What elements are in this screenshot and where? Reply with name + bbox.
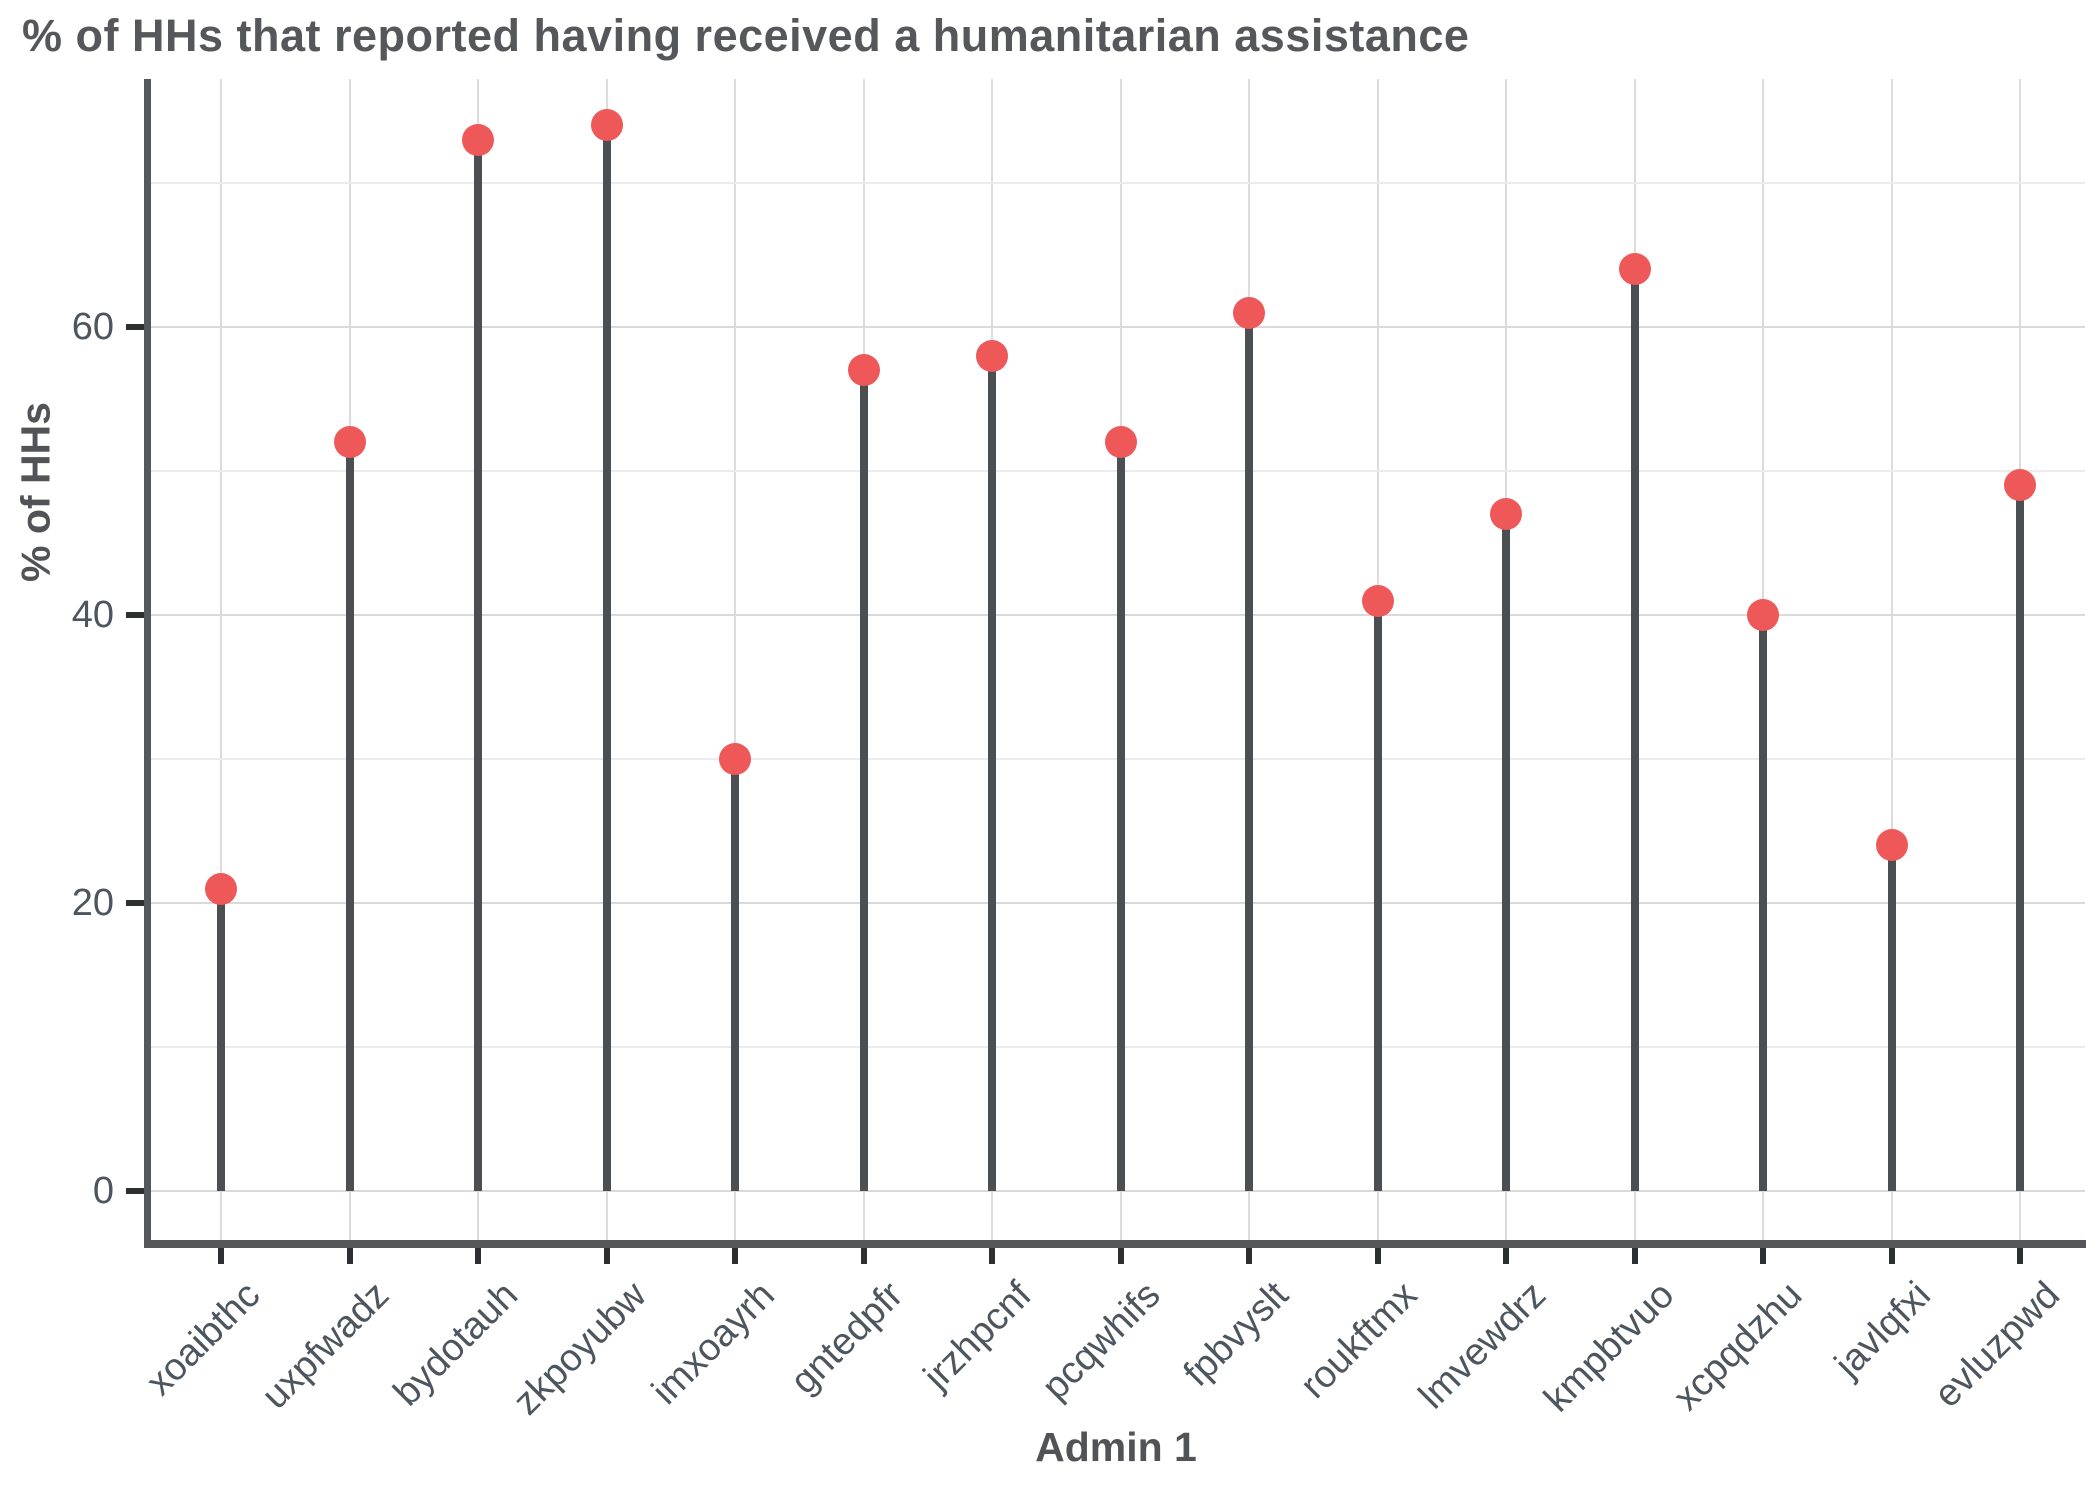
- lollipop-stem: [988, 355, 996, 1191]
- x-tick-label: zkpoyubw: [505, 1274, 655, 1424]
- chart-title: % of HHs that reported having received a…: [22, 10, 1470, 61]
- x-axis-line: [144, 1240, 2086, 1248]
- lollipop-stem: [217, 888, 225, 1191]
- lollipop-point: [1875, 829, 1908, 862]
- x-tick: [1503, 1248, 1509, 1264]
- y-tick-label: 0: [92, 1170, 114, 1212]
- x-tick: [1760, 1248, 1766, 1264]
- lollipop-point: [590, 109, 623, 142]
- x-tick: [1117, 1248, 1124, 1264]
- y-axis-title: % of HHs: [12, 402, 59, 582]
- lollipop-point: [462, 123, 494, 156]
- x-tick-label: roukftmx: [1292, 1274, 1426, 1407]
- lollipop-point: [1233, 296, 1265, 329]
- x-tick: [2017, 1248, 2023, 1264]
- y-tick: [126, 612, 144, 618]
- lollipop-stem: [474, 139, 482, 1191]
- grid-minor-line: [144, 1046, 2085, 1048]
- lollipop-point: [2004, 469, 2036, 502]
- lollipop-stem: [1116, 442, 1125, 1191]
- plot-area: [144, 79, 2085, 1247]
- x-tick-label: xcpqdzhu: [1665, 1274, 1811, 1419]
- y-tick: [126, 900, 144, 906]
- lollipop-point: [1104, 426, 1137, 459]
- grid-minor-line: [144, 182, 2085, 184]
- x-tick: [218, 1248, 224, 1264]
- y-tick-label: 40: [71, 594, 114, 636]
- x-tick-label: evluzpwd: [1925, 1274, 2068, 1416]
- lollipop-stem: [1887, 845, 1896, 1191]
- grid-major-line: [144, 902, 2085, 904]
- lollipop-stem: [1245, 312, 1253, 1191]
- lollipop-point: [1618, 253, 1651, 286]
- x-tick-label: javlqfxi: [1827, 1274, 1940, 1386]
- lollipop-stem: [602, 125, 611, 1191]
- grid-minor-line: [144, 758, 2085, 760]
- lollipop-point: [333, 426, 366, 459]
- grid-major-line: [144, 614, 2085, 616]
- grid-major-line: [144, 326, 2085, 328]
- x-tick: [732, 1248, 738, 1264]
- y-tick: [126, 324, 144, 330]
- x-tick: [603, 1248, 610, 1264]
- lollipop-stem: [1502, 514, 1510, 1191]
- x-axis-title: Admin 1: [1035, 1424, 1197, 1470]
- grid-minor-line: [144, 470, 2085, 472]
- lollipop-point: [976, 339, 1008, 372]
- x-tick-label: pcqwhifs: [1033, 1274, 1169, 1409]
- y-tick: [126, 1188, 144, 1194]
- x-tick-label: kmpbtvuo: [1536, 1274, 1683, 1421]
- grid-vline: [734, 79, 736, 1247]
- lollipop-stem: [345, 442, 354, 1191]
- lollipop-point: [205, 872, 237, 905]
- lollipop-stem: [1630, 269, 1639, 1191]
- lollipop-point: [719, 743, 751, 775]
- x-tick: [1631, 1248, 1638, 1264]
- grid-major-line: [144, 1190, 2085, 1192]
- y-tick-label: 20: [71, 882, 114, 924]
- lollipop-point: [1747, 599, 1779, 631]
- x-tick: [346, 1248, 353, 1264]
- lollipop-point: [847, 354, 880, 387]
- x-tick: [1888, 1248, 1895, 1264]
- lollipop-point: [1490, 498, 1522, 531]
- y-tick-label: 60: [71, 306, 114, 348]
- x-tick: [1374, 1248, 1381, 1264]
- x-tick: [989, 1248, 995, 1264]
- x-tick-label: jrzhpcnf: [915, 1274, 1040, 1398]
- x-tick: [860, 1248, 867, 1264]
- lollipop-point: [1361, 584, 1394, 617]
- lollipop-stem: [1759, 615, 1767, 1191]
- lollipop-stem: [2016, 485, 2024, 1191]
- x-tick: [475, 1248, 481, 1264]
- x-tick-label: xoaibthc: [138, 1274, 269, 1404]
- x-tick-label: uxpfwadz: [253, 1274, 398, 1418]
- x-tick: [1246, 1248, 1252, 1264]
- x-tick-label: gntedpfr: [782, 1274, 912, 1403]
- x-tick-label: lmvewdrz: [1410, 1274, 1554, 1418]
- lollipop-stem: [859, 370, 868, 1191]
- lollipop-stem: [731, 759, 739, 1191]
- x-tick-label: imxoayrh: [643, 1274, 783, 1413]
- grid-vline: [220, 79, 222, 1247]
- y-axis-line: [144, 79, 151, 1247]
- grid-vline: [1890, 79, 1893, 1247]
- lollipop-stem: [1373, 600, 1382, 1191]
- x-tick-label: fpbvyslt: [1175, 1274, 1297, 1395]
